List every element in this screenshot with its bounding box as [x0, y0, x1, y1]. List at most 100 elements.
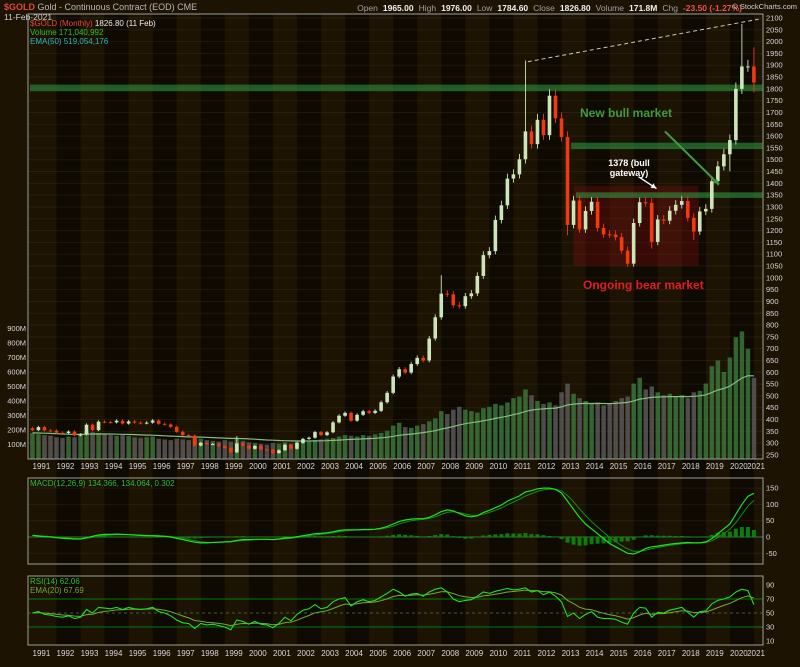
svg-text:1850: 1850 [766, 73, 783, 82]
svg-text:1994: 1994 [105, 462, 123, 471]
rsi-legend: RSI(14) 62.06 [30, 577, 80, 586]
svg-text:2002: 2002 [297, 649, 315, 658]
svg-text:2010: 2010 [489, 649, 507, 658]
svg-text:1000: 1000 [766, 273, 783, 282]
svg-text:2100: 2100 [766, 14, 783, 23]
rsi-ema-value: 67.69 [63, 586, 84, 595]
svg-text:2003: 2003 [321, 649, 339, 658]
svg-text:900: 900 [766, 297, 779, 306]
svg-text:2000: 2000 [249, 649, 267, 658]
svg-text:2016: 2016 [634, 649, 652, 658]
svg-text:2015: 2015 [610, 649, 628, 658]
svg-text:2019: 2019 [706, 649, 724, 658]
volume-legend: Volume 171,040,992 [30, 28, 103, 37]
svg-text:550: 550 [766, 380, 779, 389]
svg-text:2013: 2013 [562, 649, 580, 658]
svg-text:300M: 300M [7, 411, 26, 420]
svg-text:2017: 2017 [658, 649, 676, 658]
svg-text:150: 150 [766, 484, 779, 493]
annotation-new-bull-market: New bull market [580, 106, 673, 120]
svg-text:2007: 2007 [417, 462, 435, 471]
svg-text:1994: 1994 [105, 649, 123, 658]
macd-legend: MACD(12,26,9) 134.366, 134.064, 0.302 [30, 479, 175, 488]
svg-text:1500: 1500 [766, 155, 783, 164]
quote-open-value: 1965.00 [382, 3, 414, 13]
quote-close-label: Close [533, 3, 555, 13]
svg-text:1995: 1995 [129, 649, 147, 658]
volume-ema-label: EMA(50) [30, 37, 62, 46]
price-legend-value: 1826.80 (11 Feb) [94, 19, 156, 28]
svg-text:2007: 2007 [417, 649, 435, 658]
svg-text:1999: 1999 [225, 649, 243, 658]
svg-text:2013: 2013 [562, 462, 580, 471]
svg-text:2010: 2010 [489, 462, 507, 471]
svg-text:300: 300 [766, 439, 779, 448]
svg-text:100M: 100M [7, 440, 26, 449]
chart-header: $GOLD Gold - Continuous Contract (EOD) C… [4, 2, 197, 12]
svg-text:2001: 2001 [273, 649, 291, 658]
svg-text:2008: 2008 [441, 462, 459, 471]
svg-text:400M: 400M [7, 397, 26, 406]
svg-text:1998: 1998 [201, 462, 219, 471]
ticker-symbol: $GOLD [4, 2, 36, 12]
svg-text:1900: 1900 [766, 61, 783, 70]
quote-low-value: 1784.60 [497, 3, 529, 13]
quote-volume-value: 171.8M [628, 3, 658, 13]
svg-text:2011: 2011 [514, 649, 532, 658]
svg-text:1993: 1993 [81, 462, 99, 471]
svg-text:-50: -50 [766, 549, 777, 558]
svg-text:900M: 900M [7, 324, 26, 333]
svg-text:2021: 2021 [747, 649, 765, 658]
svg-text:90: 90 [766, 581, 774, 590]
quote-close-value: 1826.80 [559, 3, 591, 13]
svg-text:2009: 2009 [465, 649, 483, 658]
annotation-bull-gateway: 1378 (bull gateway) [597, 158, 661, 178]
svg-text:600: 600 [766, 368, 779, 377]
macd-label: MACD(12,26,9) [30, 479, 86, 488]
svg-text:1750: 1750 [766, 96, 783, 105]
svg-text:1100: 1100 [766, 250, 782, 259]
svg-text:2050: 2050 [766, 25, 783, 34]
svg-text:1998: 1998 [201, 649, 219, 658]
svg-text:50: 50 [766, 609, 774, 618]
quote-high-label: High [418, 3, 437, 13]
svg-text:1550: 1550 [766, 143, 783, 152]
exchange-label: CME [177, 2, 198, 12]
rsi-label: RSI(14) [30, 577, 58, 586]
rsi-ema-label: EMA(20) [30, 586, 62, 595]
svg-text:650: 650 [766, 356, 779, 365]
svg-text:2006: 2006 [393, 649, 411, 658]
chart-title: Gold - Continuous Contract (EOD) [37, 2, 175, 12]
svg-text:2009: 2009 [465, 462, 483, 471]
chart-date: 11-Feb-2021 [4, 12, 53, 22]
svg-text:1991: 1991 [33, 462, 51, 471]
svg-text:200M: 200M [7, 426, 26, 435]
svg-text:800: 800 [766, 321, 779, 330]
svg-text:2011: 2011 [514, 462, 532, 471]
svg-text:800M: 800M [7, 339, 26, 348]
svg-text:2012: 2012 [538, 649, 556, 658]
svg-text:1991: 1991 [33, 649, 51, 658]
svg-text:50: 50 [766, 516, 774, 525]
svg-text:1200: 1200 [766, 226, 783, 235]
svg-text:1400: 1400 [766, 179, 783, 188]
price-legend-symbol: $GOLD (Monthly) [30, 19, 93, 28]
svg-text:2021: 2021 [747, 462, 765, 471]
svg-text:450: 450 [766, 403, 779, 412]
svg-text:1150: 1150 [766, 238, 782, 247]
svg-text:2003: 2003 [321, 462, 339, 471]
macd-values: 134.366, 134.064, 0.302 [87, 479, 175, 488]
svg-text:400: 400 [766, 415, 779, 424]
svg-text:2018: 2018 [682, 649, 700, 658]
svg-text:500: 500 [766, 391, 779, 400]
svg-text:1350: 1350 [766, 191, 783, 200]
svg-text:1993: 1993 [81, 649, 99, 658]
svg-text:850: 850 [766, 309, 779, 318]
quote-volume-label: Volume [595, 3, 624, 13]
svg-text:2005: 2005 [369, 462, 387, 471]
svg-text:2015: 2015 [610, 462, 628, 471]
svg-text:2018: 2018 [682, 462, 700, 471]
svg-text:2004: 2004 [345, 649, 363, 658]
svg-text:2006: 2006 [393, 462, 411, 471]
svg-text:1992: 1992 [57, 462, 75, 471]
